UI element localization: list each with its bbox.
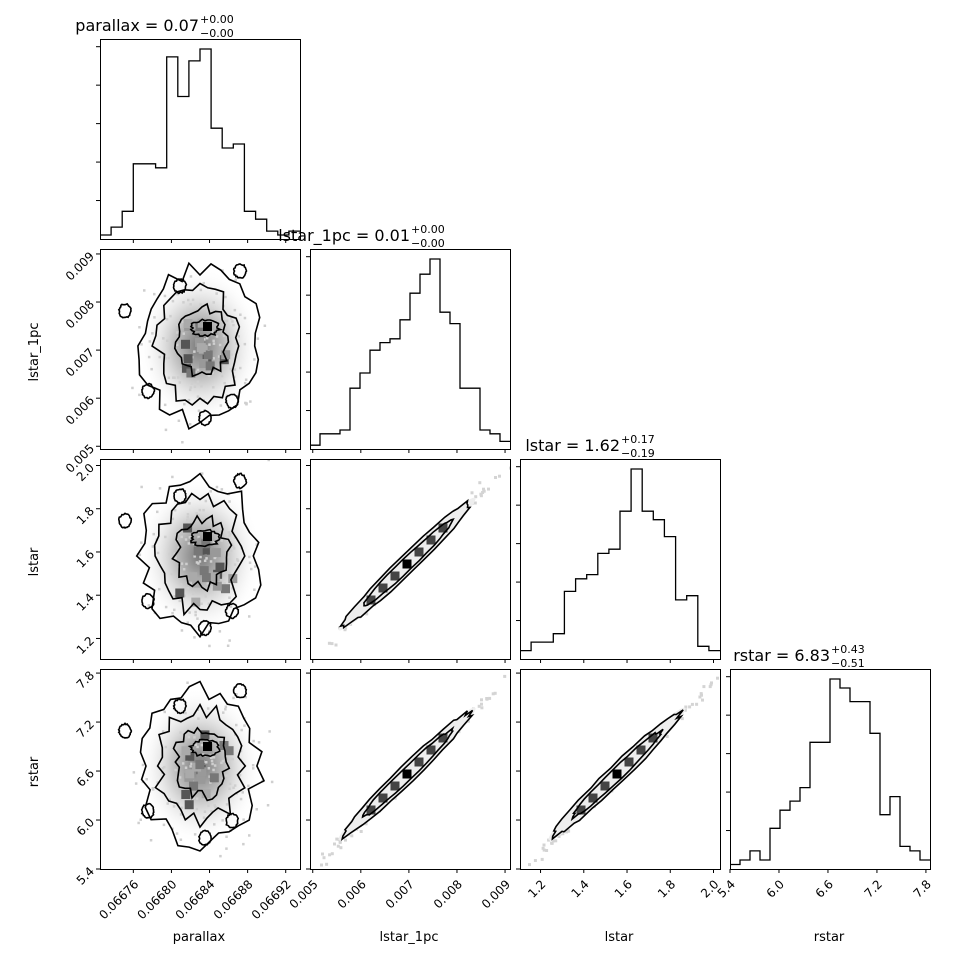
ytick-label-lstar: 1.8 xyxy=(74,504,97,527)
title-parallax-sub: −0.00 xyxy=(200,27,234,40)
panel-frames xyxy=(100,39,931,870)
ytick-label-rstar: 6.0 xyxy=(74,815,97,838)
ytick-label-lstar: 1.6 xyxy=(74,547,97,570)
ytick-label-lstar_1pc: 0.006 xyxy=(63,393,97,427)
panel-lstar-lstar xyxy=(520,459,721,660)
panel-parallax-lstar_1pc xyxy=(100,249,301,450)
xlabel-parallax: parallax xyxy=(173,930,226,945)
density-parallax-lstar xyxy=(136,459,270,648)
title-lstar: lstar = 1.62 xyxy=(525,436,620,455)
ytick-label-rstar: 5.4 xyxy=(74,864,97,887)
xtick-label-rstar: 5.4 xyxy=(715,877,738,900)
xtick-label-lstar_1pc: 0.009 xyxy=(479,877,513,911)
panel-parallax-rstar xyxy=(100,669,301,870)
title-rstar: rstar = 6.83 xyxy=(733,646,830,665)
title-lstar_1pc-sup: +0.00 xyxy=(411,223,445,236)
panel-parallax-lstar xyxy=(100,459,301,660)
panel-parallax-parallax xyxy=(100,39,301,240)
contour-layer xyxy=(117,261,684,852)
panel-lstar-rstar xyxy=(520,669,721,870)
panel-rstar-rstar xyxy=(730,669,931,870)
panel-lstar_1pc-lstar xyxy=(310,459,511,660)
density-lstar-rstar xyxy=(528,676,719,867)
contours-parallax-rstar xyxy=(117,680,266,852)
ylabel-rstar: rstar xyxy=(27,756,42,787)
xtick-label-parallax: 0.06676 xyxy=(96,877,141,922)
xtick-label-rstar: 6.0 xyxy=(764,877,787,900)
ylabel-lstar_1pc: lstar_1pc xyxy=(27,323,42,382)
ytick-label-lstar_1pc: 0.009 xyxy=(63,249,97,283)
ytick-label-lstar: 1.4 xyxy=(74,590,97,613)
xtick-label-parallax: 0.06684 xyxy=(173,877,218,922)
title-lstar_1pc: lstar_1pc = 0.01 xyxy=(278,226,410,246)
contours-parallax-lstar_1pc xyxy=(117,261,261,430)
histogram-lstar xyxy=(520,468,720,652)
title-rstar-sup: +0.43 xyxy=(831,643,865,656)
xtick-label-rstar: 7.2 xyxy=(862,877,885,900)
xtick-label-lstar: 1.6 xyxy=(612,877,635,900)
xtick-label-lstar_1pc: 0.008 xyxy=(431,877,465,911)
ytick-label-lstar: 1.2 xyxy=(74,634,97,657)
ytick-label-lstar_1pc: 0.007 xyxy=(63,345,97,379)
xtick-label-parallax: 0.06680 xyxy=(134,877,179,922)
title-lstar-sup: +0.17 xyxy=(621,433,655,446)
title-rstar-sub: −0.51 xyxy=(831,657,865,670)
panel-lstar_1pc-lstar_1pc xyxy=(310,249,511,450)
xtick-label-rstar: 7.8 xyxy=(911,877,934,900)
title-parallax-sup: +0.00 xyxy=(200,13,234,26)
contours-lstar_1pc-rstar xyxy=(340,709,475,842)
xtick-label-lstar_1pc: 0.006 xyxy=(335,877,369,911)
title-parallax: parallax = 0.07 xyxy=(75,16,199,35)
ytick-label-rstar: 7.2 xyxy=(74,717,97,740)
xtick-label-lstar_1pc: 0.005 xyxy=(287,877,321,911)
title-lstar_1pc-sub: −0.00 xyxy=(411,237,445,250)
density-lstar_1pc-lstar xyxy=(327,466,510,647)
histogram-layer xyxy=(100,48,930,866)
contours-parallax-lstar xyxy=(117,472,262,639)
density-lstar_1pc-rstar xyxy=(320,674,507,867)
xtick-label-lstar: 1.8 xyxy=(655,877,678,900)
ytick-label-lstar_1pc: 0.008 xyxy=(63,297,97,331)
histogram-parallax xyxy=(100,48,300,236)
xlabel-lstar: lstar xyxy=(605,930,634,945)
ytick-label-rstar: 6.6 xyxy=(74,766,97,789)
contours-lstar-rstar xyxy=(551,709,684,841)
histogram-lstar_1pc xyxy=(310,258,510,446)
panel-lstar_1pc-rstar xyxy=(310,669,511,870)
histogram-rstar xyxy=(730,678,930,866)
xlabel-lstar_1pc: lstar_1pc xyxy=(380,930,439,945)
ylabel-lstar: lstar xyxy=(27,547,42,576)
xlabel-rstar: rstar xyxy=(814,930,845,945)
ytick-label-rstar: 7.8 xyxy=(74,668,97,691)
xtick-label-parallax: 0.06688 xyxy=(211,877,256,922)
xtick-label-rstar: 6.6 xyxy=(813,877,836,900)
xtick-label-lstar: 1.2 xyxy=(525,877,548,900)
title-lstar-sub: −0.19 xyxy=(621,447,655,460)
xtick-label-lstar: 1.4 xyxy=(568,877,591,900)
contours-lstar_1pc-lstar xyxy=(338,498,472,630)
xtick-label-lstar_1pc: 0.007 xyxy=(383,877,417,911)
density-parallax-lstar_1pc xyxy=(131,268,267,444)
